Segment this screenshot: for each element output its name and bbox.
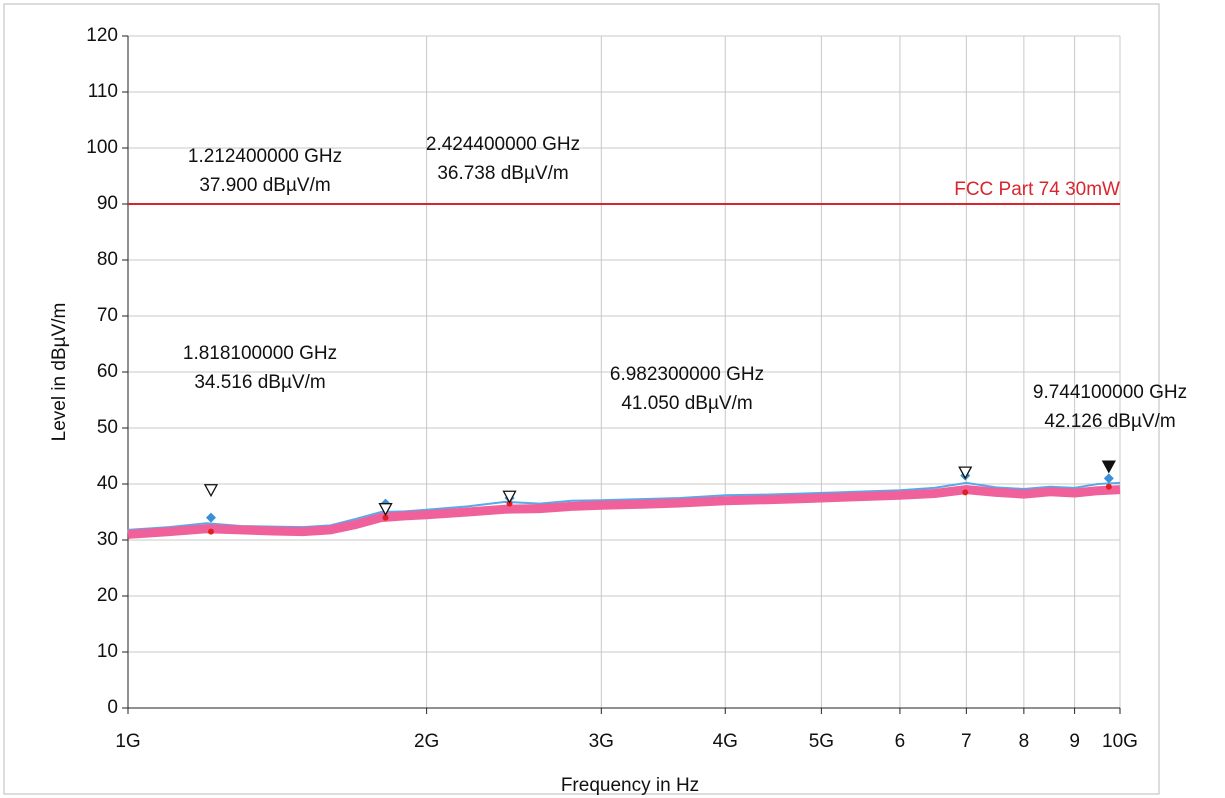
y-tick-label: 120 <box>86 25 118 46</box>
y-axis-label: Level in dBµV/m <box>49 303 70 442</box>
peak-point <box>1103 473 1114 484</box>
y-tick-label: 80 <box>97 249 118 270</box>
marker-frequency: 9.744100000 GHz <box>1033 382 1187 403</box>
y-tick-label: 100 <box>86 137 118 158</box>
x-tick-label: 5G <box>809 731 834 752</box>
y-tick-label: 50 <box>97 417 118 438</box>
marker-frequency: 1.212400000 GHz <box>188 146 342 167</box>
marker-level: 37.900 dBµV/m <box>199 175 330 196</box>
y-tick-label: 60 <box>97 361 118 382</box>
marker <box>958 466 973 480</box>
y-tick-label: 10 <box>97 641 118 662</box>
avg-point <box>382 514 389 521</box>
y-tick-label: 70 <box>97 305 118 326</box>
x-tick-label: 7 <box>961 731 972 752</box>
x-tick-label: 3G <box>589 731 614 752</box>
marker-level: 34.516 dBµV/m <box>194 372 325 393</box>
x-tick-label: 8 <box>1019 731 1030 752</box>
x-tick-label: 2G <box>414 731 439 752</box>
frame <box>3 3 1160 795</box>
marker-frequency: 1.818100000 GHz <box>183 343 337 364</box>
marker <box>1101 460 1116 474</box>
marker-level: 42.126 dBµV/m <box>1044 411 1175 432</box>
avg-point <box>1105 483 1112 490</box>
marker-level: 41.050 dBµV/m <box>621 393 752 414</box>
x-tick-label: 9 <box>1069 731 1080 752</box>
avg-point <box>207 528 214 535</box>
y-tick-label: 110 <box>88 81 118 102</box>
marker <box>378 503 393 517</box>
marker-level: 36.738 dBµV/m <box>437 163 568 184</box>
x-tick-label: 6 <box>895 731 906 752</box>
y-tick-label: 40 <box>97 473 118 494</box>
y-tick-label: 0 <box>107 697 118 718</box>
x-tick-label: 1G <box>115 731 140 752</box>
avg-point <box>962 489 969 496</box>
y-tick-label: 30 <box>97 529 118 550</box>
limit-label: FCC Part 74 30mW <box>954 179 1120 200</box>
marker <box>502 490 517 504</box>
marker-frequency: 6.982300000 GHz <box>610 364 764 385</box>
x-tick-label: 4G <box>713 731 738 752</box>
marker <box>203 484 219 498</box>
trace <box>127 485 1121 539</box>
x-tick-label: 10G <box>1102 731 1138 752</box>
peak-point <box>205 512 216 523</box>
marker-frequency: 2.424400000 GHz <box>426 134 580 155</box>
y-tick-label: 20 <box>97 585 118 606</box>
y-tick-label: 90 <box>97 193 118 214</box>
x-axis-label: Frequency in Hz <box>561 775 699 796</box>
